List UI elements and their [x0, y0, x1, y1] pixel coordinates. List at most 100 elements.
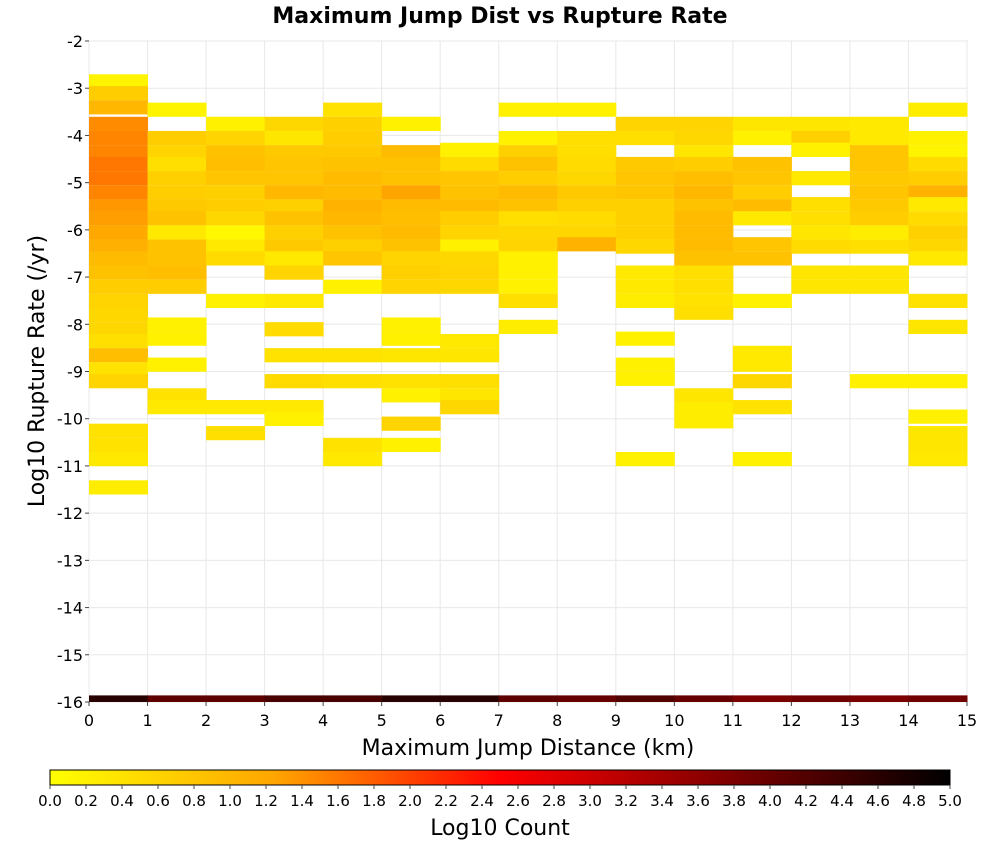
heatmap-cell: [908, 437, 968, 453]
heatmap-cell: [147, 199, 207, 214]
heatmap-cell: [147, 279, 207, 294]
heatmap-cell: [674, 116, 734, 131]
heatmap-cell: [732, 357, 792, 372]
heatmap-cell: [908, 251, 968, 266]
heatmap-cell: [791, 211, 851, 226]
heatmap-cell: [206, 130, 266, 146]
y-tick-label: -11: [57, 457, 83, 476]
heatmap-cell: [381, 437, 441, 453]
colorbar-tick-label: 1.8: [362, 792, 386, 810]
colorbar: [49, 769, 951, 786]
colorbar-label: Log10 Count: [430, 816, 570, 841]
heatmap-cell: [147, 185, 207, 200]
heatmap-cell: [89, 251, 149, 266]
heatmap-cell: [615, 293, 675, 309]
heatmap-cell: [732, 251, 792, 266]
heatmap-cell: [908, 156, 968, 172]
heatmap-cell: [89, 199, 149, 214]
heatmap-cell: [732, 171, 792, 186]
x-tick-label: 11: [723, 711, 743, 730]
heatmap-cell: [908, 102, 968, 117]
heatmap-cell: [674, 199, 734, 214]
heatmap-cell: [323, 156, 383, 172]
heatmap-cell: [323, 374, 383, 389]
heatmap-cell: [147, 145, 207, 160]
heatmap-cell: [674, 279, 734, 294]
heatmap-cell: [206, 293, 266, 309]
heatmap-cell: [89, 74, 149, 89]
heatmap-cell: [674, 293, 734, 309]
heatmap-cell-bottom: [264, 695, 324, 702]
colorbar-tick-label: 2.8: [542, 792, 566, 810]
colorbar-tick-label: 1.0: [218, 792, 242, 810]
y-tick-label: -12: [57, 504, 83, 523]
heatmap-cell: [732, 130, 792, 146]
x-tick-label: 13: [840, 711, 860, 730]
heatmap-cell: [147, 388, 207, 403]
colorbar-tick-label: 1.2: [254, 792, 278, 810]
heatmap-cell: [264, 293, 324, 309]
heatmap-cell: [849, 239, 909, 254]
heatmap-cell: [323, 116, 383, 131]
heatmap-cell-bottom: [147, 695, 207, 702]
heatmap-cell: [264, 265, 324, 280]
heatmap-cell: [147, 331, 207, 346]
heatmap-cell: [89, 348, 149, 363]
heatmap-cell: [323, 239, 383, 254]
heatmap-cell: [264, 348, 324, 363]
heatmap-cell: [323, 251, 383, 266]
heatmap-cell: [908, 185, 968, 200]
heatmap-cell: [791, 279, 851, 294]
heatmap-cell: [498, 171, 558, 186]
heatmap-cell: [381, 156, 441, 172]
heatmap-cell: [147, 156, 207, 172]
heatmap-cell: [89, 452, 149, 467]
x-tick-label: 9: [611, 711, 621, 730]
heatmap-cell: [147, 211, 207, 226]
heatmap-cell: [791, 239, 851, 254]
heatmap-cell-bottom: [440, 695, 500, 702]
heatmap-cell: [440, 239, 500, 254]
heatmap-cell: [557, 225, 617, 240]
heatmap-cell-bottom: [498, 695, 558, 702]
heatmap-cell: [381, 388, 441, 403]
colorbar-tick-label: 0.8: [182, 792, 206, 810]
x-tick-label: 12: [781, 711, 801, 730]
colorbar-tick-label: 0.0: [38, 792, 62, 810]
heatmap-cell-bottom: [206, 695, 266, 702]
heatmap-cell: [849, 116, 909, 131]
heatmap-cell: [323, 171, 383, 186]
heatmap-cell: [89, 145, 149, 160]
heatmap-cell: [498, 293, 558, 309]
heatmap-cell: [381, 239, 441, 254]
heatmap-cell: [791, 197, 851, 212]
y-tick-label: -7: [67, 268, 83, 287]
heatmap-cell: [498, 156, 558, 172]
heatmap-cell: [206, 116, 266, 131]
heatmap-cell: [732, 211, 792, 226]
heatmap-cell: [849, 374, 909, 389]
heatmap-cell: [615, 225, 675, 240]
x-tick-label: 10: [664, 711, 684, 730]
heatmap-cell: [674, 185, 734, 200]
heatmap-cell: [615, 371, 675, 386]
heatmap-cell: [206, 251, 266, 266]
heatmap-cell: [732, 452, 792, 467]
heatmap-cell: [89, 86, 149, 101]
heatmap-cell: [147, 357, 207, 372]
heatmap-cell: [908, 452, 968, 467]
heatmap-cell: [323, 211, 383, 226]
heatmap-cell: [557, 185, 617, 200]
heatmap-cell: [323, 437, 383, 453]
colorbar-tick-label: 3.8: [722, 792, 746, 810]
colorbar-tick-label: 3.4: [650, 792, 674, 810]
heatmap-cell: [381, 331, 441, 346]
heatmap-cell: [89, 437, 149, 453]
heatmap-cell: [498, 251, 558, 266]
chart-title: Maximum Jump Dist vs Rupture Rate: [272, 4, 727, 29]
heatmap-cell: [615, 357, 675, 372]
heatmap-cell: [849, 199, 909, 214]
heatmap-cell-bottom: [323, 695, 383, 702]
heatmap-cell: [381, 317, 441, 332]
